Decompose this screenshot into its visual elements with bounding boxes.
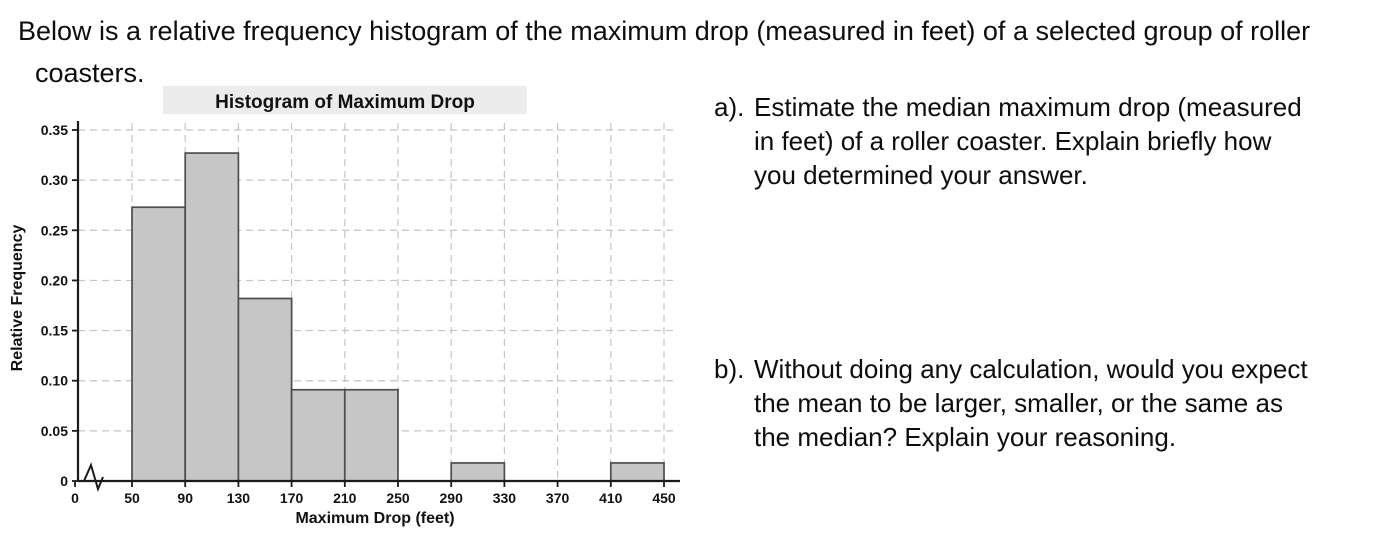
y-tick-label: 0.25 bbox=[41, 222, 68, 238]
chart-title: Histogram of Maximum Drop bbox=[215, 92, 475, 113]
question-b-line-1: Without doing any calculation, would you… bbox=[754, 354, 1308, 384]
question-b-line-2: the mean to be larger, smaller, or the s… bbox=[754, 388, 1283, 418]
chart-title-highlight bbox=[163, 86, 527, 114]
histogram-bar bbox=[290, 388, 346, 482]
histogram-bar bbox=[237, 297, 293, 482]
x-tick-label: 50 bbox=[124, 490, 140, 506]
question-b-text: Without doing any calculation, would you… bbox=[754, 352, 1308, 454]
question-b-label: b). bbox=[714, 354, 745, 384]
question-a-text: Estimate the median maximum drop (measur… bbox=[754, 90, 1302, 192]
question-a-label: a). bbox=[714, 92, 745, 122]
histogram-bar bbox=[450, 462, 506, 482]
x-tick-label: 170 bbox=[280, 490, 304, 506]
histogram-bar bbox=[131, 206, 187, 482]
x-tick-label: 330 bbox=[493, 490, 517, 506]
histogram-bar bbox=[343, 388, 399, 482]
intro-line-1: Below is a relative frequency histogram … bbox=[18, 16, 1311, 46]
y-axis-label: Relative Frequency bbox=[9, 225, 26, 372]
question-a-line-1: Estimate the median maximum drop (measur… bbox=[754, 92, 1302, 122]
question-a: a). Estimate the median maximum drop (me… bbox=[714, 90, 1302, 192]
x-tick-label: 0 bbox=[71, 490, 79, 506]
histogram-bar bbox=[609, 462, 665, 482]
x-tick-label: 290 bbox=[440, 490, 464, 506]
y-tick-label: 0.10 bbox=[41, 373, 68, 389]
x-tick-label: 210 bbox=[333, 490, 357, 506]
x-tick-label: 90 bbox=[177, 490, 193, 506]
y-tick-label: 0.15 bbox=[41, 323, 68, 339]
x-tick-label: 450 bbox=[652, 490, 676, 506]
x-tick-label: 250 bbox=[386, 490, 410, 506]
question-a-line-3: you determined your answer. bbox=[754, 160, 1088, 190]
intro-line-2: coasters. bbox=[35, 58, 145, 88]
histogram-bar bbox=[184, 152, 240, 482]
x-tick-label: 410 bbox=[599, 490, 623, 506]
intro-text: Below is a relative frequency histogram … bbox=[18, 10, 1310, 94]
y-tick-label: 0.05 bbox=[41, 423, 68, 439]
x-axis-label: Maximum Drop (feet) bbox=[295, 510, 454, 527]
x-tick-label: 370 bbox=[546, 490, 570, 506]
y-tick-label: 0.35 bbox=[41, 122, 68, 138]
y-tick-label: 0 bbox=[60, 473, 68, 489]
question-b: b). Without doing any calculation, would… bbox=[714, 352, 1308, 454]
question-b-line-3: the median? Explain your reasoning. bbox=[754, 422, 1177, 452]
y-tick-label: 0.30 bbox=[41, 172, 68, 188]
histogram-chart: Histogram of Maximum Drop 0 0.05 0.10 0.15 0.… bbox=[0, 85, 690, 545]
histogram-svg: Histogram of Maximum Drop 0 0.05 0.10 0.15 0.… bbox=[9, 86, 680, 527]
x-tick-label: 130 bbox=[227, 490, 251, 506]
question-a-line-2: in feet) of a roller coaster. Explain br… bbox=[754, 126, 1272, 156]
y-tick-label: 0.20 bbox=[41, 272, 68, 288]
axis-break-icon bbox=[83, 462, 104, 492]
